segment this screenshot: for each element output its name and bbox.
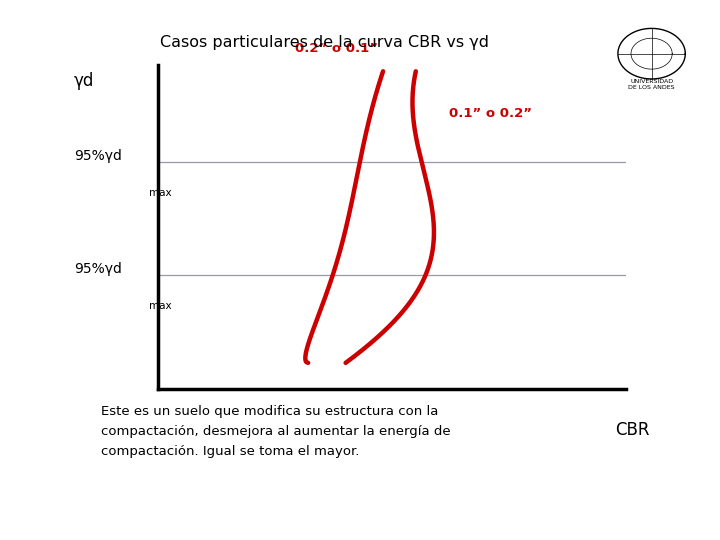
Text: 95%γd: 95%γd [74, 148, 122, 163]
Text: γd: γd [74, 72, 94, 90]
Text: CBR: CBR [616, 421, 650, 439]
Text: UNIVERSIDAD
DE LOS ANDES: UNIVERSIDAD DE LOS ANDES [629, 79, 675, 90]
Text: 95%γd: 95%γd [74, 262, 122, 276]
Text: 0.2” o 0.1”: 0.2” o 0.1” [294, 42, 378, 55]
Text: Casos particulares de la curva CBR vs γd: Casos particulares de la curva CBR vs γd [160, 35, 488, 50]
Text: Este es un suelo que modifica su estructura con la
compactación, desmejora al au: Este es un suelo que modifica su estruct… [101, 405, 451, 458]
Text: max: max [149, 188, 171, 198]
Text: 0.1” o 0.2”: 0.1” o 0.2” [449, 107, 531, 120]
Text: max: max [149, 301, 171, 312]
